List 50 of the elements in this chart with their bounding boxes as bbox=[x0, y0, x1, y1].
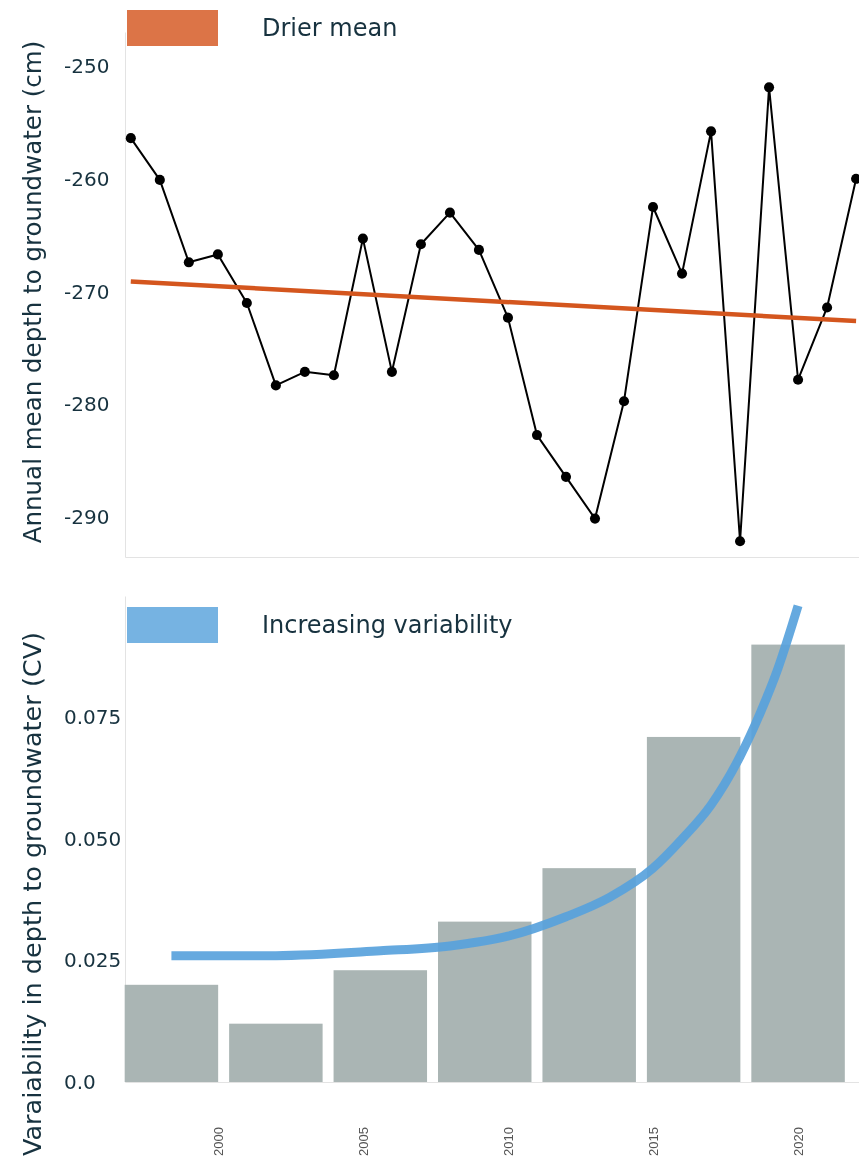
y-tick-label: -270 bbox=[64, 279, 110, 304]
y-axis-title: Varaiability in depth to groundwater (CV) bbox=[16, 631, 47, 1157]
x-tick-label: 2015 bbox=[646, 1127, 662, 1156]
y-axis-title: Annual mean depth to groundwater (cm) bbox=[17, 40, 47, 544]
y-tick-label: 0.025 bbox=[64, 948, 122, 973]
point bbox=[647, 201, 659, 213]
point bbox=[328, 370, 339, 381]
y-tick-label: 0.075 bbox=[64, 705, 122, 730]
point bbox=[822, 302, 833, 313]
point bbox=[270, 380, 281, 391]
point bbox=[241, 297, 252, 308]
y-tick-label: -250 bbox=[64, 53, 110, 78]
bar bbox=[438, 921, 532, 1082]
point bbox=[212, 249, 223, 260]
bar bbox=[751, 644, 845, 1082]
y-tick-label: -280 bbox=[64, 392, 110, 417]
y-tick-label: -260 bbox=[64, 166, 110, 191]
y-tick-label: 0.050 bbox=[64, 826, 122, 851]
point bbox=[386, 366, 397, 377]
point bbox=[299, 366, 310, 377]
point bbox=[183, 257, 194, 268]
bar bbox=[333, 970, 428, 1082]
point bbox=[705, 126, 717, 137]
point bbox=[444, 207, 455, 218]
point bbox=[618, 396, 630, 407]
point bbox=[589, 513, 601, 524]
point bbox=[154, 174, 165, 185]
legend-label: Drier mean bbox=[262, 14, 398, 43]
y-tick-label: 0.0 bbox=[64, 1069, 96, 1094]
x-tick-label: 2005 bbox=[355, 1127, 371, 1156]
point bbox=[531, 430, 543, 441]
point bbox=[735, 536, 746, 547]
bar bbox=[542, 868, 636, 1082]
point bbox=[357, 233, 368, 244]
bar bbox=[124, 984, 219, 1082]
x-tick-label: 2010 bbox=[501, 1127, 517, 1156]
point bbox=[473, 244, 484, 255]
point bbox=[676, 268, 688, 279]
x-tick-label: 2000 bbox=[210, 1127, 226, 1156]
y-tick-label: -290 bbox=[64, 505, 110, 530]
point bbox=[502, 312, 513, 323]
x-tick-label: 2020 bbox=[791, 1127, 807, 1156]
point bbox=[560, 471, 572, 482]
bar bbox=[646, 736, 741, 1082]
point bbox=[415, 239, 426, 250]
legend-label: Increasing variability bbox=[262, 611, 513, 640]
bar bbox=[229, 1023, 323, 1082]
point bbox=[125, 133, 136, 144]
point bbox=[793, 374, 804, 385]
point bbox=[764, 82, 775, 93]
